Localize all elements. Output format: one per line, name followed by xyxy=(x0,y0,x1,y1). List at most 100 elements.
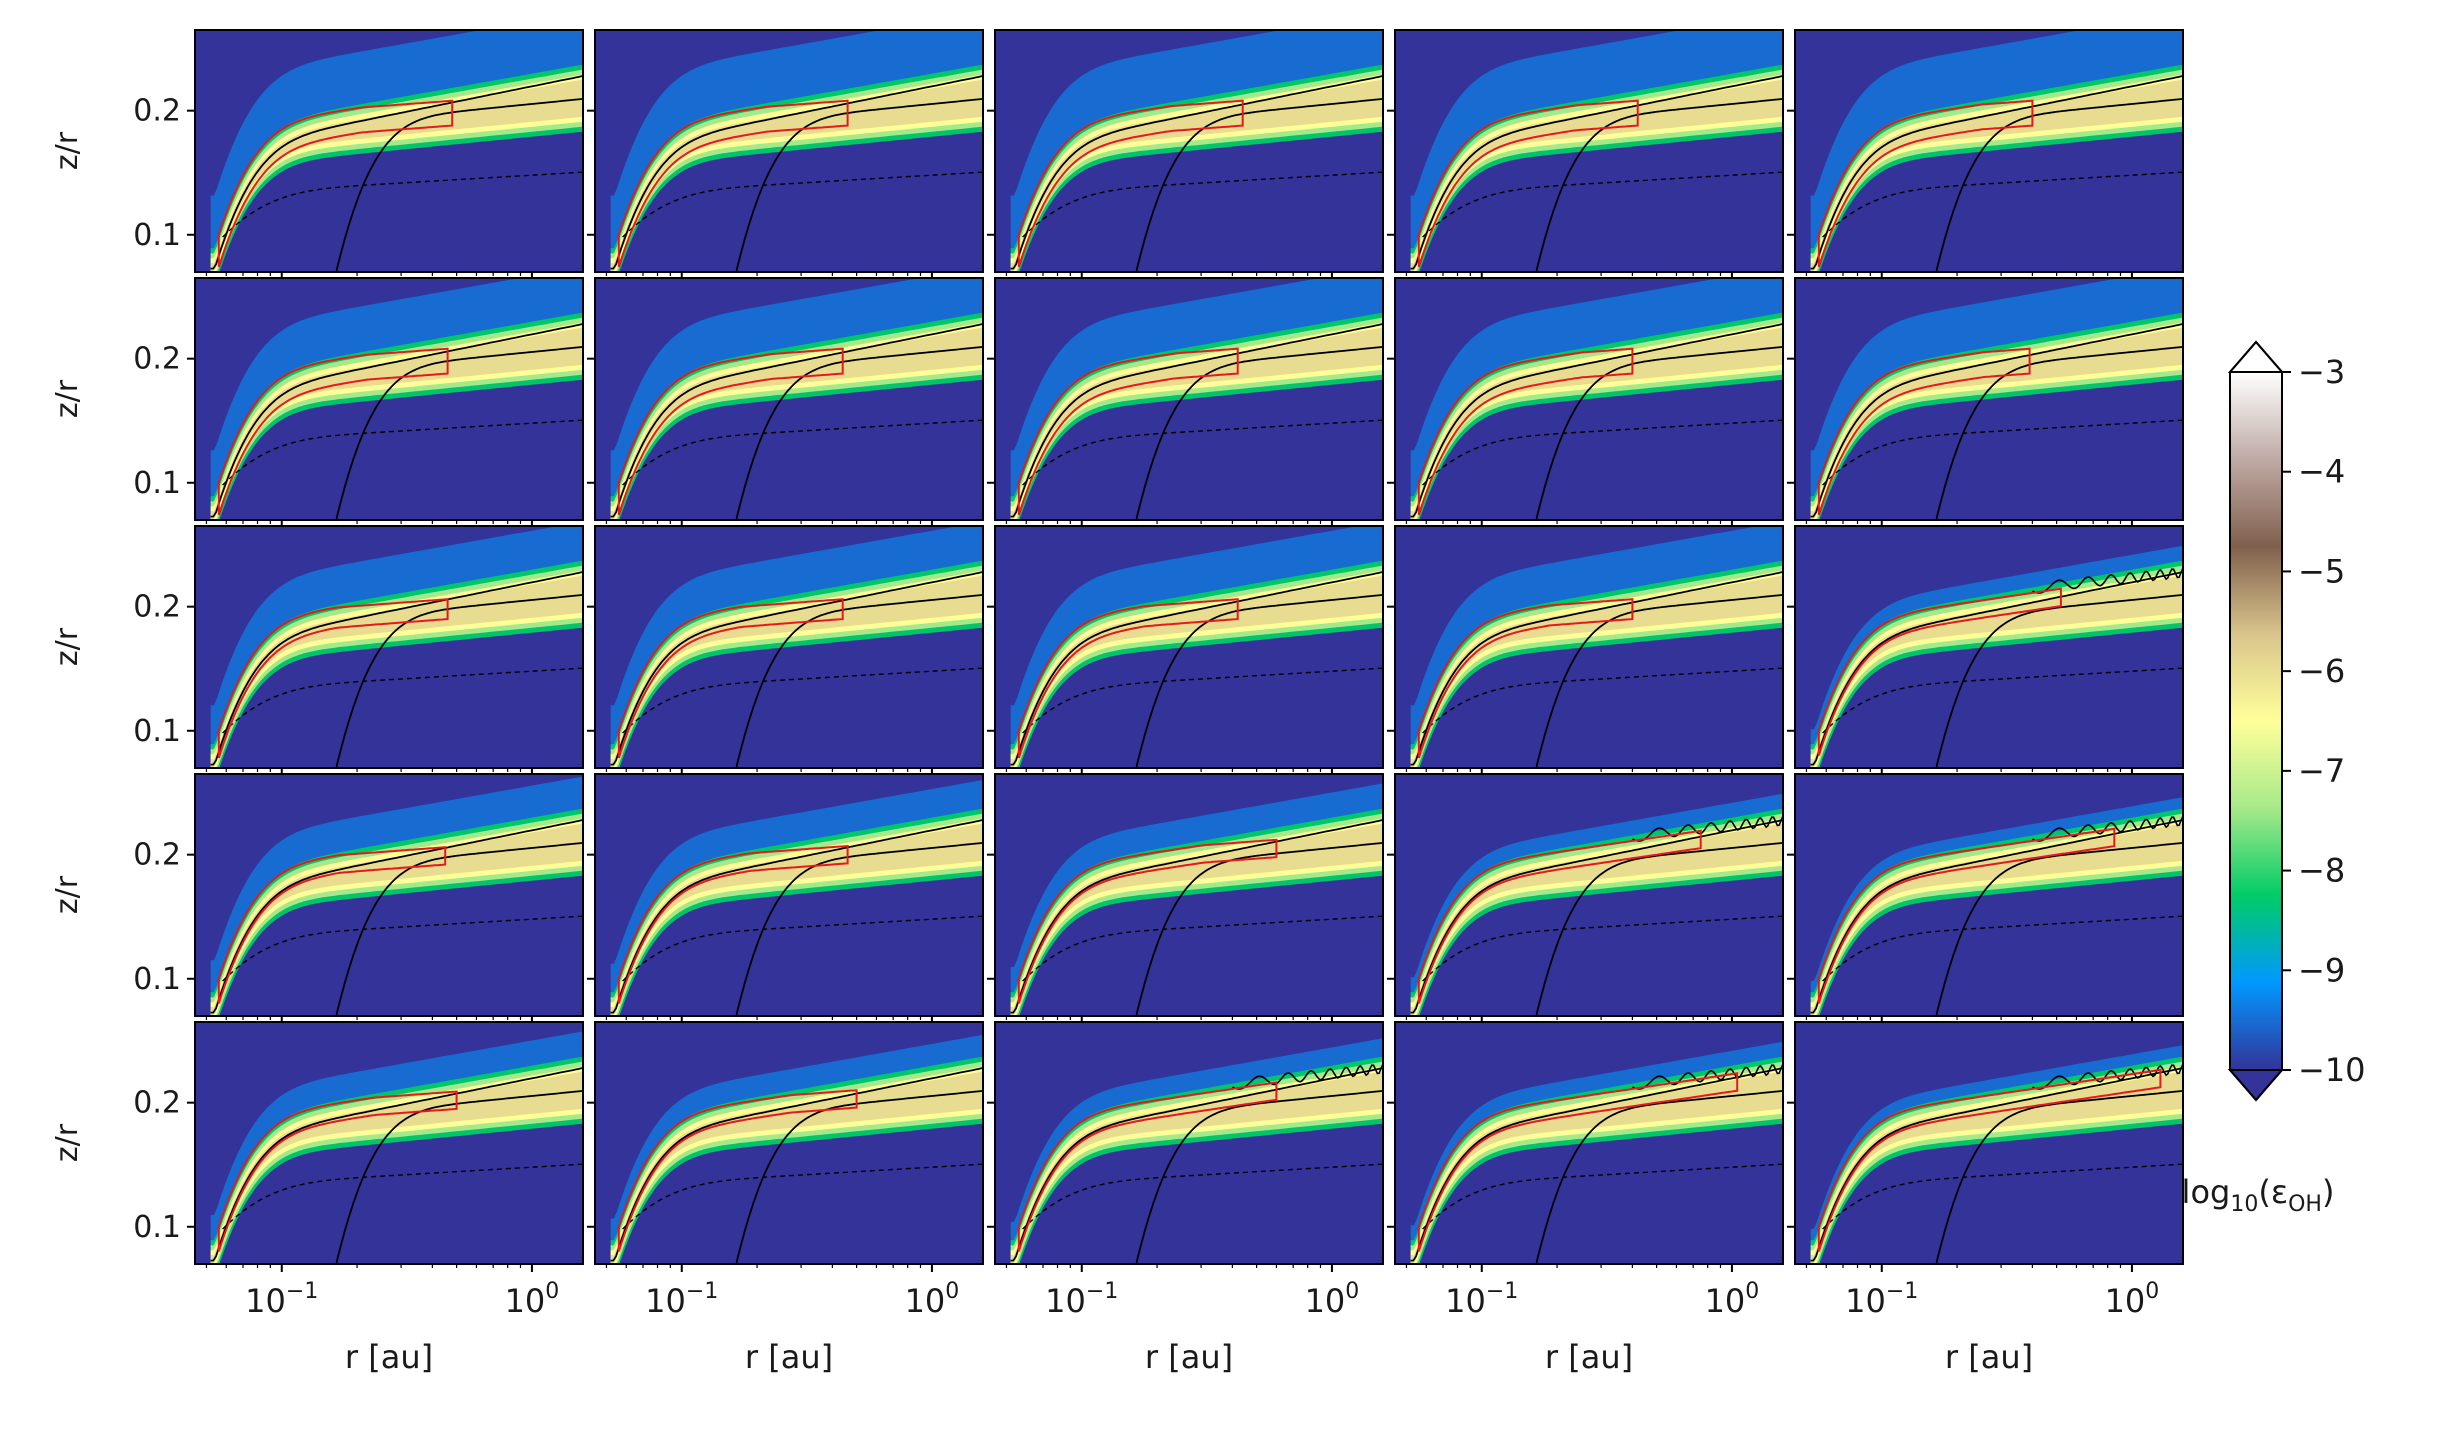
x-tick-label: 10−1 xyxy=(245,1279,318,1320)
lower-solid-contour xyxy=(735,594,983,768)
abundance-band xyxy=(1810,327,2183,520)
dashed-contour xyxy=(222,667,583,734)
x-tick-label: 100 xyxy=(505,1279,560,1320)
panel-2-1 xyxy=(587,525,984,776)
upper-solid-contour xyxy=(610,323,983,518)
y-tick-label: 0.2 xyxy=(133,94,181,129)
y-tick-label: 0.1 xyxy=(133,714,181,749)
panel-2-4 xyxy=(1787,525,2184,776)
panel-plot-area xyxy=(1410,278,1783,520)
panel-frame xyxy=(194,525,584,769)
panel-plot-area xyxy=(1810,545,2183,768)
red-region-contour xyxy=(1017,347,1239,516)
dashed-contour xyxy=(1822,171,2183,238)
panel-2-2 xyxy=(987,525,1384,776)
abundance-band xyxy=(1810,575,2183,768)
lower-solid-contour xyxy=(735,98,983,272)
dashed-contour xyxy=(1022,1163,1383,1230)
panel-frame xyxy=(194,277,584,521)
panel-plot-area xyxy=(210,278,583,520)
x-tick-label: 10−1 xyxy=(1445,1279,1518,1320)
upper-solid-contour xyxy=(1010,75,1383,270)
dashed-contour xyxy=(222,1163,583,1230)
lower-solid-contour xyxy=(1135,346,1383,520)
panel-plot-area xyxy=(610,526,983,768)
colorbar-extend-bottom xyxy=(2227,1069,2285,1102)
panel-frame xyxy=(594,1021,984,1265)
panel-1-1 xyxy=(587,277,984,528)
y-axis-label: z/r xyxy=(50,379,85,418)
panel-1-3 xyxy=(1387,277,1784,528)
red-region-contour xyxy=(617,1089,858,1252)
dashed-contour xyxy=(1422,1163,1783,1230)
lower-solid-contour xyxy=(1535,594,1783,768)
dashed-contour xyxy=(1422,419,1783,486)
panel-plot-area xyxy=(1010,30,1383,272)
abundance-band xyxy=(1410,1071,1783,1264)
red-region-contour xyxy=(1417,347,1634,516)
panel-plot-area xyxy=(210,1031,583,1264)
panel-plot-area xyxy=(1810,1045,2183,1264)
dashed-contour xyxy=(1022,419,1383,486)
panel-frame xyxy=(994,773,1384,1017)
red-region-contour xyxy=(1417,99,1639,268)
upper-solid-contour xyxy=(1810,571,2183,766)
dashed-contour xyxy=(622,667,983,734)
colorbar-tick-label: −9 xyxy=(2298,951,2345,989)
lower-solid-contour xyxy=(1135,98,1383,272)
dashed-contour xyxy=(222,171,583,238)
abundance-band xyxy=(1410,823,1783,1016)
lower-solid-contour xyxy=(335,98,583,272)
panel-frame xyxy=(1794,1021,2184,1265)
upper-solid-contour xyxy=(1010,1067,1383,1262)
lower-solid-contour xyxy=(1935,842,2183,1016)
lower-solid-contour xyxy=(1535,842,1783,1016)
lower-solid-contour xyxy=(735,842,983,1016)
red-region-contour xyxy=(1817,1068,2162,1252)
colorbar-gradient xyxy=(2230,372,2282,1070)
panel-plot-area xyxy=(1410,1041,1783,1264)
red-region-contour xyxy=(1017,99,1244,268)
panel-1-2 xyxy=(987,277,1384,528)
panel-0-1 xyxy=(587,29,984,280)
colorbar-label: log10(εOH) xyxy=(2182,1173,2335,1217)
abundance-band xyxy=(1410,327,1783,520)
abundance-band xyxy=(610,575,983,768)
lower-solid-contour xyxy=(335,1090,583,1264)
colorbar-tick-label: −6 xyxy=(2298,652,2345,690)
red-region-contour xyxy=(617,844,849,1004)
y-tick-label: 0.1 xyxy=(133,1210,181,1245)
lower-solid-contour xyxy=(1135,842,1383,1016)
upper-solid-contour xyxy=(610,75,983,270)
panel-frame xyxy=(994,29,1384,273)
upper-solid-contour xyxy=(1010,819,1383,1014)
x-axis-label: r [au] xyxy=(745,1338,833,1376)
colorbar-tick-label: −10 xyxy=(2298,1051,2366,1089)
extra-solid-contour xyxy=(1632,1063,1783,1090)
panel-0-4 xyxy=(1787,29,2184,280)
colorbar-tick-label: −8 xyxy=(2298,852,2345,890)
upper-solid-contour xyxy=(210,819,583,1014)
colorbar-extend-top xyxy=(2227,340,2285,373)
abundance-band xyxy=(210,575,583,768)
red-region-contour xyxy=(217,1090,458,1252)
panel-frame xyxy=(1394,773,1784,1017)
panel-3-3 xyxy=(1387,773,1784,1024)
extra-solid-contour xyxy=(1632,815,1783,842)
lower-solid-contour xyxy=(735,346,983,520)
panel-frame xyxy=(594,525,984,769)
abundance-band xyxy=(1010,79,1383,272)
extra-solid-contour xyxy=(2032,567,2183,594)
upper-solid-contour xyxy=(1810,1067,2183,1262)
lower-solid-contour xyxy=(1535,98,1783,272)
panel-plot-area xyxy=(610,779,983,1016)
red-region-contour xyxy=(1017,1081,1278,1252)
panel-4-4: 10−1 100 r [au] xyxy=(1787,1021,2184,1376)
panel-frame xyxy=(1794,525,2184,769)
panels-grid: 0.10.2z/r0.10.2z/r0.10.2z/r0.10.2z/r0.10… xyxy=(50,29,2184,1376)
y-tick-label: 0.1 xyxy=(133,218,181,253)
panel-plot-area xyxy=(610,278,983,520)
extra-solid-contour xyxy=(2032,815,2183,842)
y-tick-label: 0.1 xyxy=(133,466,181,501)
x-axis-label: r [au] xyxy=(1545,1338,1633,1376)
